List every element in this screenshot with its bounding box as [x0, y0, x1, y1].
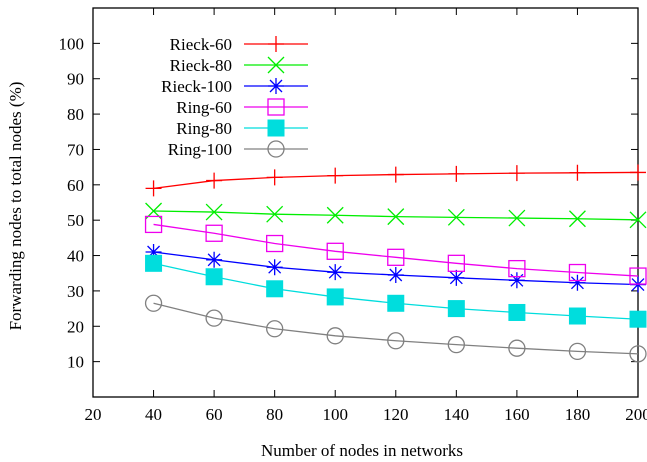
legend-label-ring-60: Ring-60: [176, 98, 232, 117]
data-point-ring-80: [629, 310, 647, 328]
y-tick-label: 20: [67, 317, 84, 336]
data-point-ring-80: [387, 294, 405, 312]
legend-marker-ring-80: [267, 119, 285, 137]
data-point-rieck-80: [205, 203, 223, 221]
y-tick-label: 30: [67, 282, 84, 301]
plot-frame: [92, 7, 639, 398]
data-point-ring-60: [568, 263, 587, 282]
data-point-ring-60: [387, 248, 405, 266]
data-point-ring-100: [447, 336, 465, 354]
data-point-rieck-100: [448, 269, 465, 286]
x-tick-label: 60: [206, 405, 223, 424]
legend-marker-ring-100: [267, 140, 285, 158]
x-tick-label: 120: [383, 405, 409, 424]
data-point-ring-60: [205, 224, 223, 242]
data-point-ring-80: [326, 288, 344, 306]
legend-label-rieck-60: Rieck-60: [170, 35, 232, 54]
data-point-rieck-100: [145, 244, 162, 261]
data-point-rieck-60: [387, 166, 404, 183]
data-point-rieck-80: [447, 208, 465, 226]
data-point-rieck-80: [568, 210, 586, 228]
legend-marker-rieck-80: [267, 56, 285, 74]
x-tick-label: 100: [322, 405, 348, 424]
data-point-rieck-60: [630, 164, 646, 181]
x-tick-label: 180: [565, 405, 591, 424]
data-point-rieck-60: [569, 164, 586, 181]
x-tick-label: 140: [444, 405, 470, 424]
data-point-rieck-60: [206, 172, 223, 189]
series-line-ring-60: [153, 223, 639, 277]
data-point-rieck-80: [387, 208, 405, 226]
data-point-ring-100: [144, 294, 163, 312]
data-point-rieck-100: [569, 274, 586, 291]
legend-marker-rieck-60: [268, 36, 284, 52]
data-point-rieck-80: [629, 211, 647, 229]
legend-label-rieck-100: Rieck-100: [161, 77, 232, 96]
x-tick-label: 20: [85, 405, 102, 424]
y-tick-label: 60: [67, 176, 84, 195]
data-point-rieck-60: [508, 165, 525, 182]
y-tick-label: 10: [67, 353, 84, 372]
data-point-ring-60: [447, 254, 465, 272]
y-tick-label: 100: [59, 34, 85, 53]
data-point-ring-100: [205, 309, 223, 327]
data-point-rieck-60: [145, 180, 162, 197]
data-point-ring-60: [508, 259, 526, 278]
data-point-rieck-100: [327, 264, 344, 281]
data-point-rieck-80: [508, 209, 526, 227]
y-tick-label: 90: [67, 70, 84, 89]
x-tick-label: 200: [625, 405, 647, 424]
data-point-ring-60: [266, 234, 284, 253]
data-point-rieck-100: [387, 266, 404, 283]
series-line-rieck-80: [153, 210, 639, 221]
data-point-ring-60: [144, 215, 163, 234]
data-point-rieck-60: [448, 165, 465, 182]
data-point-rieck-100: [266, 259, 283, 276]
data-point-ring-80: [145, 254, 163, 272]
legend-label-ring-80: Ring-80: [176, 119, 232, 138]
data-point-ring-100: [387, 332, 405, 350]
x-tick-label: 160: [504, 405, 530, 424]
data-point-ring-60: [629, 267, 647, 285]
legend-label-rieck-80: Rieck-80: [170, 56, 232, 75]
y-axis-label: Forwarding nodes to total nodes (%): [6, 82, 25, 331]
y-tick-label: 80: [67, 105, 84, 124]
data-point-rieck-100: [206, 251, 223, 268]
legend-label-ring-100: Ring-100: [168, 140, 232, 159]
data-point-rieck-60: [266, 169, 283, 186]
y-tick-label: 40: [67, 247, 84, 266]
data-point-ring-60: [326, 242, 344, 260]
legend-marker-rieck-100: [268, 78, 284, 94]
x-tick-label: 80: [266, 405, 283, 424]
data-point-ring-100: [629, 345, 647, 363]
data-point-ring-80: [205, 268, 223, 286]
x-axis-label: Number of nodes in networks: [261, 441, 463, 460]
data-point-ring-80: [568, 307, 586, 325]
data-point-rieck-80: [326, 206, 344, 224]
data-point-ring-100: [508, 339, 526, 357]
data-point-ring-80: [447, 300, 465, 318]
data-point-ring-100: [326, 327, 344, 345]
y-tick-label: 70: [67, 140, 84, 159]
data-point-ring-100: [568, 342, 587, 361]
data-point-rieck-80: [266, 205, 284, 223]
legend-marker-ring-60: [267, 98, 285, 116]
data-point-rieck-60: [327, 167, 344, 184]
series-line-ring-100: [153, 302, 639, 355]
data-point-ring-100: [266, 320, 284, 338]
y-tick-label: 50: [67, 211, 84, 230]
data-point-ring-80: [266, 280, 284, 298]
x-tick-label: 40: [145, 405, 162, 424]
data-point-ring-80: [508, 303, 526, 321]
data-point-rieck-100: [508, 272, 525, 289]
